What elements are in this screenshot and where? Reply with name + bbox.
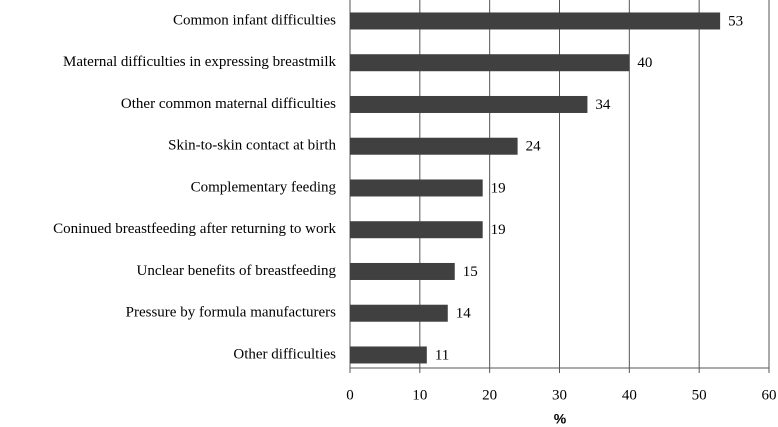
y-tick-label: Other difficulties [233,346,336,362]
data-label: 11 [435,347,449,363]
data-label: 53 [728,13,743,29]
bar [350,54,630,72]
data-label: 40 [637,55,652,71]
bar [350,221,483,239]
data-label: 19 [491,180,506,196]
x-tick-label: 40 [622,387,637,403]
bar [350,304,448,322]
bar [350,95,588,113]
x-tick-label: 0 [346,387,354,403]
y-tick-label: Maternal difficulties in expressing brea… [63,54,336,70]
bar [350,346,427,364]
bar [350,137,518,155]
data-label: 34 [595,97,611,113]
y-tick-label: Common infant difficulties [173,12,336,28]
bar [350,12,721,30]
bar [350,262,455,280]
x-tick-label: 20 [482,387,497,403]
x-axis-title: % [554,411,567,427]
bar [350,179,483,197]
data-label: 19 [491,222,506,238]
y-tick-label: Coninued breastfeeding after returning t… [53,221,336,237]
data-label: 24 [526,139,542,155]
y-tick-label: Skin-to-skin contact at birth [168,138,336,154]
x-tick-label: 30 [552,387,567,403]
x-tick-label: 50 [692,387,707,403]
y-tick-label: Unclear benefits of breastfeeding [137,263,337,279]
y-tick-label: Complementary feeding [191,179,337,195]
y-tick-label: Pressure by formula manufacturers [126,305,337,321]
y-tick-label: Other common maternal difficulties [121,96,336,112]
x-tick-label: 10 [412,387,427,403]
data-label: 15 [463,264,478,280]
data-label: 14 [456,306,472,322]
x-tick-label: 60 [762,387,777,403]
